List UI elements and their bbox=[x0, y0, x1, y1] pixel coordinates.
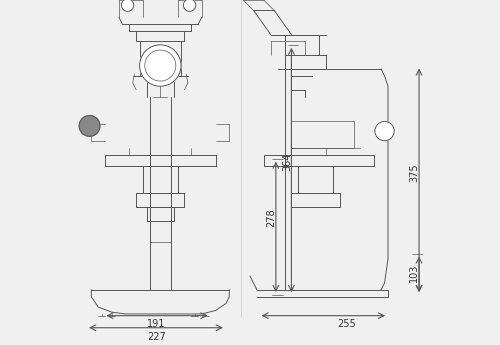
Circle shape bbox=[122, 0, 134, 11]
Circle shape bbox=[140, 45, 181, 86]
Text: 103: 103 bbox=[409, 263, 419, 282]
Circle shape bbox=[184, 0, 196, 11]
Text: 278: 278 bbox=[266, 208, 276, 227]
Text: 364: 364 bbox=[282, 153, 292, 171]
Text: 191: 191 bbox=[147, 319, 166, 329]
Circle shape bbox=[375, 121, 394, 141]
Text: 255: 255 bbox=[337, 319, 356, 329]
Circle shape bbox=[79, 116, 100, 136]
Text: 227: 227 bbox=[147, 332, 166, 342]
Text: 375: 375 bbox=[409, 163, 419, 182]
